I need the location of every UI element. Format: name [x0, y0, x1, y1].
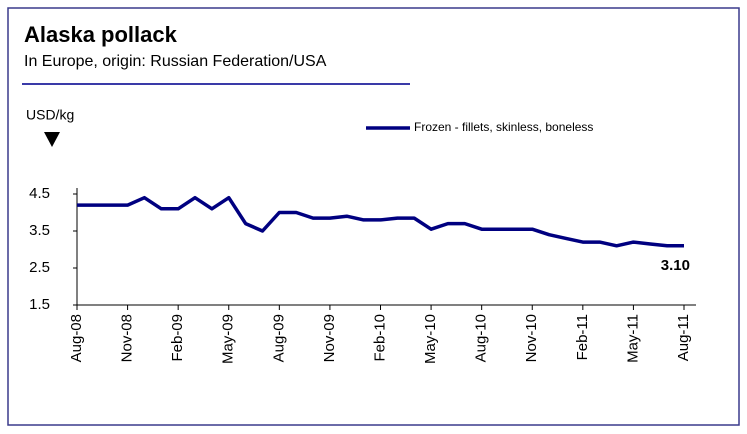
legend-label: Frozen - fillets, skinless, boneless [414, 120, 593, 134]
x-tick-label: Nov-09 [321, 314, 338, 362]
x-tick-label: May-11 [624, 314, 641, 363]
x-tick-label: May-09 [220, 314, 237, 364]
y-tick-label: 3.5 [29, 222, 50, 239]
y-axis-label: USD/kg [26, 107, 74, 123]
x-tick-label: May-10 [422, 314, 439, 364]
y-tick-label: 1.5 [29, 296, 50, 313]
chart-title: Alaska pollack [24, 22, 178, 47]
x-tick-label: Aug-08 [68, 314, 85, 362]
chart-subtitle: In Europe, origin: Russian Federation/US… [24, 53, 327, 70]
y-tick-label: 4.5 [29, 185, 50, 202]
value-label: 3.10 [661, 257, 690, 274]
x-tick-label: Feb-09 [169, 314, 186, 362]
y-tick-label: 2.5 [29, 259, 50, 276]
x-tick-label: Aug-09 [270, 314, 287, 362]
series-line [77, 195, 684, 248]
frame [7, 7, 740, 426]
x-tick-label: Feb-11 [574, 314, 591, 360]
x-tick-label: Feb-10 [371, 314, 388, 362]
x-tick-label: Aug-10 [473, 314, 490, 362]
axis-marker [44, 132, 60, 147]
x-tick-label: Nov-10 [523, 314, 540, 362]
x-tick-label: Aug-11 [675, 314, 692, 361]
x-tick-label: Nov-08 [119, 314, 136, 362]
